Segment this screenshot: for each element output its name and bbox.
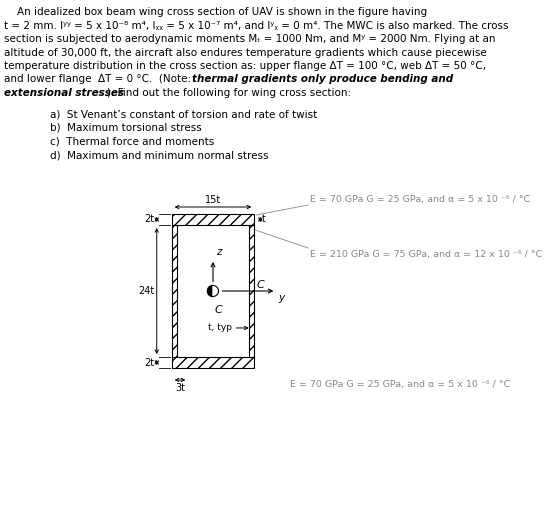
Text: 2t: 2t <box>145 214 155 224</box>
Text: altitude of 30,000 ft, the aircraft also endures temperature gradients which cau: altitude of 30,000 ft, the aircraft also… <box>4 48 487 58</box>
Wedge shape <box>213 286 219 297</box>
Text: and lower flange  ΔT = 0 °C.  (Note:: and lower flange ΔT = 0 °C. (Note: <box>4 74 195 85</box>
Text: E = 210 GPa G = 75 GPa, and α = 12 x 10 ⁻⁶ / °C: E = 210 GPa G = 75 GPa, and α = 12 x 10 … <box>310 250 543 259</box>
Text: E = 70 GPa G = 25 GPa, and α = 5 x 10 ⁻⁶ / °C: E = 70 GPa G = 25 GPa, and α = 5 x 10 ⁻⁶… <box>290 380 510 389</box>
Text: 24t: 24t <box>139 286 155 296</box>
Text: y: y <box>278 293 284 303</box>
Text: 15t: 15t <box>205 195 221 205</box>
Text: 2t: 2t <box>145 358 155 368</box>
Text: a)  St Venant’s constant of torsion and rate of twist: a) St Venant’s constant of torsion and r… <box>50 109 317 119</box>
Text: z: z <box>216 247 221 257</box>
Text: extensional stresses: extensional stresses <box>4 88 124 98</box>
Bar <box>172 357 254 368</box>
Text: d)  Maximum and minimum normal stress: d) Maximum and minimum normal stress <box>50 150 269 160</box>
Text: An idealized box beam wing cross section of UAV is shown in the figure having: An idealized box beam wing cross section… <box>4 7 427 17</box>
Text: b)  Maximum torsional stress: b) Maximum torsional stress <box>50 123 202 133</box>
Text: C: C <box>256 280 264 290</box>
Bar <box>172 225 177 357</box>
Bar <box>177 225 249 357</box>
Text: t = 2 mm. Iʸʸ = 5 x 10⁻⁸ m⁴, Iᵪᵪ = 5 x 10⁻⁷ m⁴, and Iʸᵪ = 0 m⁴. The MWC is also : t = 2 mm. Iʸʸ = 5 x 10⁻⁸ m⁴, Iᵪᵪ = 5 x 1… <box>4 20 509 30</box>
Text: E = 70 GPa G = 25 GPa, and α = 5 x 10 ⁻⁶ / °C: E = 70 GPa G = 25 GPa, and α = 5 x 10 ⁻⁶… <box>310 195 530 204</box>
Text: temperature distribution in the cross section as: upper flange ΔT = 100 °C, web : temperature distribution in the cross se… <box>4 61 486 71</box>
Text: c)  Thermal force and moments: c) Thermal force and moments <box>50 137 214 146</box>
Text: thermal gradients only produce bending and: thermal gradients only produce bending a… <box>192 74 453 85</box>
Text: t, typ: t, typ <box>208 323 231 333</box>
Text: ). Find out the following for wing cross section:: ). Find out the following for wing cross… <box>107 88 351 98</box>
Wedge shape <box>208 286 213 297</box>
Bar <box>249 225 254 357</box>
Text: section is subjected to aerodynamic moments Mₜ = 1000 Nm, and Mʸ = 2000 Nm. Flyi: section is subjected to aerodynamic mome… <box>4 34 495 44</box>
Text: C: C <box>215 305 222 315</box>
Text: t: t <box>262 214 266 224</box>
Text: 3t: 3t <box>175 383 185 393</box>
Bar <box>172 214 254 225</box>
